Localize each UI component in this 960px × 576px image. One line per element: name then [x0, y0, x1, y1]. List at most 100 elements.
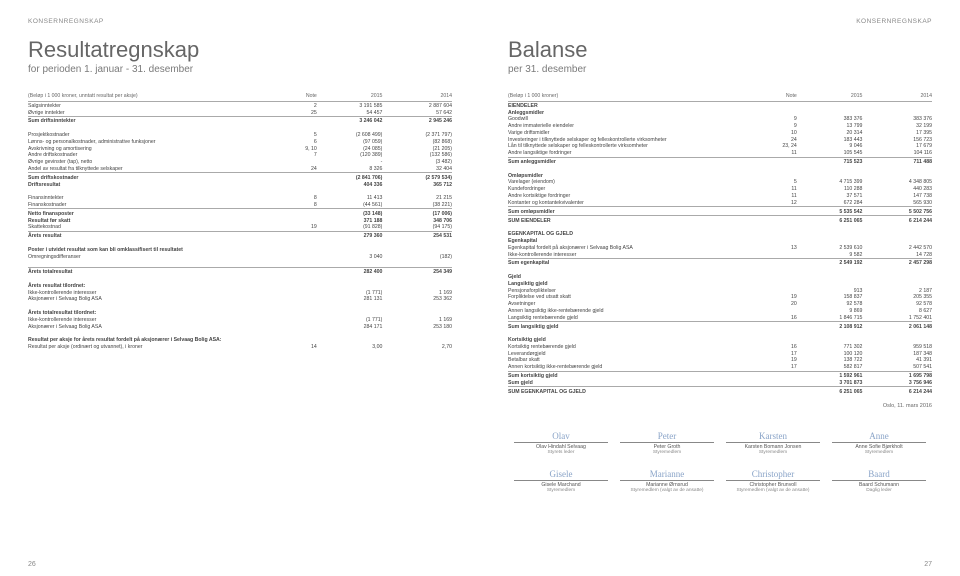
- signature: BaardBaard SchumannDaglig leder: [832, 469, 925, 493]
- row-val-2015: 383 376: [805, 116, 869, 123]
- table-row: Ikke-kontrollerende interesser(1 771)1 1…: [28, 289, 452, 296]
- row-val-2015: 672 284: [805, 199, 869, 206]
- row-label: Kundefordringer: [508, 186, 771, 193]
- row-val-2014: 4 348 805: [868, 179, 932, 186]
- row-val-2014: [868, 231, 932, 238]
- table-row: Lån til tilknyttede selskaper og fellesk…: [508, 143, 932, 150]
- left-page: KONSERNREGNSKAP Resultatregnskap for per…: [0, 0, 480, 576]
- row-label: Poster i utvidet resultat som kan bli om…: [28, 246, 291, 253]
- row-label: EIENDELER: [508, 102, 771, 109]
- balance-table: (Beløp i 1 000 kroner) Note 2015 2014 EI…: [508, 93, 932, 395]
- row-note: [291, 231, 325, 239]
- row-label: Avskrivning og amortisering: [28, 145, 291, 152]
- row-val-2015: 1 846 715: [805, 314, 869, 321]
- signature: ChristopherChristopher BrunvollStyremedl…: [726, 469, 819, 493]
- row-label: Andre langsiktige fordringer: [508, 150, 771, 157]
- row-note: [771, 337, 805, 344]
- row-val-2015: (24 085): [325, 145, 389, 152]
- row-val-2015: [805, 109, 869, 116]
- row-val-2014: 32 404: [388, 166, 452, 173]
- row-note: 19: [771, 357, 805, 364]
- row-label: Kontanter og kontantekvivalenter: [508, 199, 771, 206]
- table-row: Poster i utvidet resultat som kan bli om…: [28, 246, 452, 253]
- left-title: Resultatregnskap: [28, 37, 452, 63]
- row-label: Kortsiktig rentebærende gjeld: [508, 344, 771, 351]
- header-right: KONSERNREGNSKAP: [508, 18, 932, 25]
- row-val-2015: [805, 102, 869, 109]
- row-val-2014: [868, 102, 932, 109]
- col-2015: 2015: [325, 93, 389, 102]
- row-val-2014: (132 586): [388, 152, 452, 159]
- table-row: Årets resultat279 360254 531: [28, 231, 452, 239]
- row-val-2015: [805, 280, 869, 287]
- row-note: [771, 251, 805, 258]
- row-note: 5: [771, 179, 805, 186]
- table-row: SUM EIENDELER6 251 0656 214 244: [508, 216, 932, 224]
- row-val-2015: 8 326: [325, 166, 389, 173]
- row-val-2014: 440 283: [868, 186, 932, 193]
- signature-role: Styremedlem: [726, 450, 819, 455]
- table-row: [508, 224, 932, 231]
- table-row: EIENDELER: [508, 102, 932, 109]
- row-val-2015: 37 571: [805, 193, 869, 200]
- row-val-2014: (82 868): [388, 138, 452, 145]
- row-val-2014: [868, 337, 932, 344]
- row-val-2014: (94 175): [388, 224, 452, 231]
- row-val-2014: 5 502 756: [868, 207, 932, 216]
- row-note: [291, 253, 325, 260]
- row-note: [291, 289, 325, 296]
- row-label: Sum omløpsmidler: [508, 207, 771, 216]
- left-subtitle: for perioden 1. januar - 31. desember: [28, 64, 452, 75]
- row-label: Pensjonsforpliktelser: [508, 287, 771, 294]
- row-label: Finansinntekter: [28, 195, 291, 202]
- row-note: [771, 109, 805, 116]
- row-val-2014: 57 642: [388, 109, 452, 116]
- table-row: Sum omløpsmidler5 535 5425 502 756: [508, 207, 932, 216]
- row-label: Sum gjeld: [508, 380, 771, 387]
- table-row: Varelager (eiendom)54 715 3994 348 805: [508, 179, 932, 186]
- signature-scrawl: Christopher: [726, 469, 819, 479]
- row-note: [291, 217, 325, 224]
- header-left: KONSERNREGNSKAP: [28, 18, 452, 25]
- row-val-2015: 100 120: [805, 350, 869, 357]
- signature-line: [726, 480, 819, 481]
- table-row: Omregningsdifferanser3 040(182): [28, 253, 452, 260]
- signature: PeterPeter GrothStyremedlem: [620, 431, 713, 455]
- row-val-2014: 565 930: [868, 199, 932, 206]
- row-label: Varige driftsmidler: [508, 130, 771, 137]
- row-val-2014: 205 355: [868, 294, 932, 301]
- table-row: [28, 240, 452, 247]
- row-note: 17: [771, 350, 805, 357]
- table-row: Sum kortsiktig gjeld1 592 9611 695 798: [508, 371, 932, 379]
- row-val-2014: 3 756 946: [868, 380, 932, 387]
- row-label: Leverandørgjeld: [508, 350, 771, 357]
- row-val-2015: 183 443: [805, 136, 869, 143]
- table-row: SUM EGENKAPITAL OG GJELD6 251 0656 214 2…: [508, 387, 932, 395]
- row-val-2015: 6 251 065: [805, 216, 869, 224]
- row-val-2014: 41 391: [868, 357, 932, 364]
- table-row: Finanskostnader8(44 561)(38 221): [28, 202, 452, 209]
- signature-line: [514, 480, 607, 481]
- row-label: Andre immaterielle eiendeler: [508, 123, 771, 130]
- row-note: 19: [291, 224, 325, 231]
- row-val-2014: 253 180: [388, 323, 452, 330]
- table-row: [508, 330, 932, 337]
- table-row: Langsiktig rentebærende gjeld161 846 715…: [508, 314, 932, 321]
- row-val-2014: 2 442 570: [868, 244, 932, 251]
- row-label: Omløpsmidler: [508, 172, 771, 179]
- row-val-2015: 4 715 399: [805, 179, 869, 186]
- signature-scrawl: Marianne: [620, 469, 713, 479]
- row-label: Salgsinntekter: [28, 102, 291, 109]
- row-note: 11: [771, 186, 805, 193]
- row-val-2014: 32 199: [868, 123, 932, 130]
- row-val-2015: 9 869: [805, 307, 869, 314]
- row-val-2014: [868, 109, 932, 116]
- row-val-2015: 158 837: [805, 294, 869, 301]
- row-val-2015: (33 148): [325, 209, 389, 217]
- table-row: [508, 267, 932, 274]
- row-label: Omregningsdifferanser: [28, 253, 291, 260]
- row-label: Resultat per aksje for årets resultat fo…: [28, 337, 291, 344]
- table-row: Forpliktelse ved utsatt skatt19158 83720…: [508, 294, 932, 301]
- row-label: Netto finansposter: [28, 209, 291, 217]
- row-label: Driftsresultat: [28, 181, 291, 188]
